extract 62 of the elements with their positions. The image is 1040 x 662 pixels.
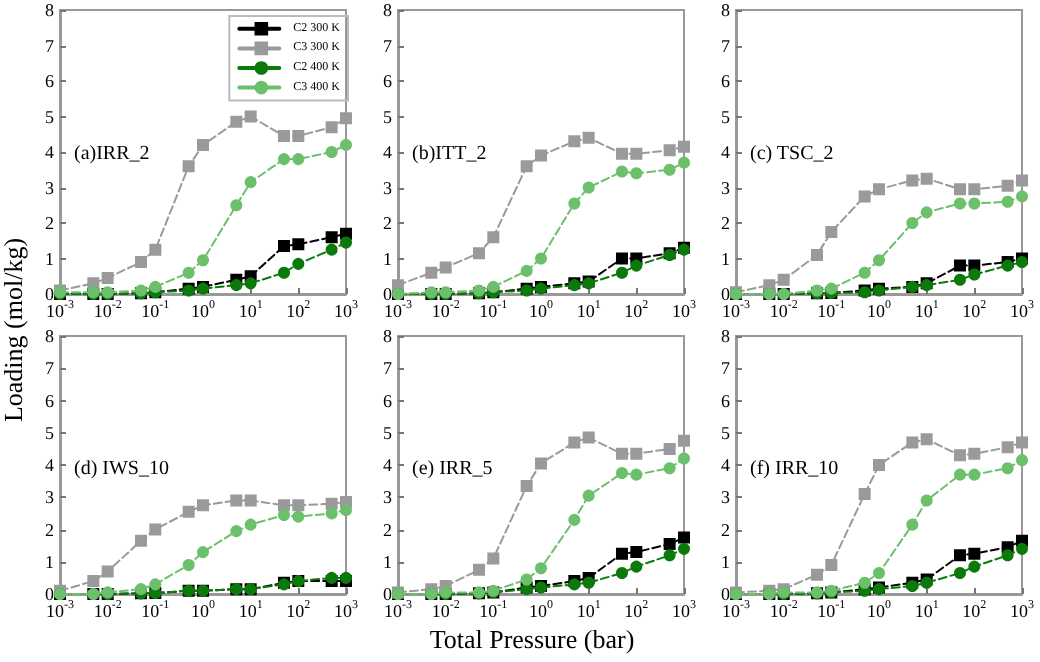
y-tick-label: 5 <box>383 106 393 127</box>
y-tick-label: 4 <box>383 142 393 162</box>
y-tick-label: 4 <box>721 455 731 475</box>
y-tick-label: 7 <box>721 35 731 56</box>
y-tick-label: 3 <box>45 177 55 198</box>
y-tick-label: 7 <box>45 35 55 56</box>
text: (d) IWS_10 <box>74 458 169 480</box>
y-tick-label: 5 <box>721 422 731 443</box>
y-tick-label: 6 <box>383 71 393 91</box>
y-tick-label: 4 <box>45 455 55 475</box>
y-tick-label: 4 <box>383 455 393 475</box>
y-tick-label: 0 <box>45 584 55 604</box>
y-tick-label: 3 <box>721 487 731 508</box>
y-tick-label: 1 <box>45 248 54 269</box>
y-tick-label: 7 <box>383 358 393 379</box>
y-tick-label: 4 <box>45 142 55 162</box>
x-axis-title: Total Pressure (bar) <box>429 624 635 656</box>
text: (f) IRR_10 <box>750 458 839 480</box>
y-tick-label: 0 <box>721 584 731 604</box>
y-tick-label: 0 <box>45 284 55 304</box>
y-tick-label: 8 <box>45 326 55 346</box>
y-tick-label: 2 <box>45 213 54 233</box>
y-tick-label: 3 <box>383 487 393 508</box>
text: (e) IRR_5 <box>412 458 493 480</box>
y-tick-label: 8 <box>721 326 731 346</box>
y-tick-label: 1 <box>383 248 392 269</box>
y-tick-label: 1 <box>383 551 392 572</box>
y-tick-label: 8 <box>45 0 55 20</box>
y-tick-label: 2 <box>721 213 730 233</box>
y-tick-label: 1 <box>721 248 730 269</box>
y-tick-label: 3 <box>721 177 731 198</box>
y-tick-label: 5 <box>45 106 55 127</box>
y-axis-title: Loading (mol/kg) <box>0 237 30 423</box>
y-tick-label: 6 <box>721 390 731 411</box>
y-tick-label: 2 <box>45 519 54 540</box>
y-tick-label: 5 <box>383 422 393 443</box>
y-tick-label: 1 <box>45 551 54 572</box>
y-tick-label: 6 <box>721 71 731 91</box>
y-tick-label: 8 <box>383 0 393 20</box>
text: (b)ITT_2 <box>412 142 487 165</box>
y-tick-label: 2 <box>383 519 392 540</box>
y-tick-label: 7 <box>721 358 731 379</box>
text: (c) TSC_2 <box>750 142 834 165</box>
y-tick-label: 8 <box>721 0 731 20</box>
y-tick-label: 6 <box>45 71 55 91</box>
y-tick-label: 1 <box>721 551 730 572</box>
y-tick-label: 5 <box>721 106 731 127</box>
y-tick-label: 8 <box>383 326 393 346</box>
y-tick-label: 3 <box>45 487 55 508</box>
y-tick-label: 0 <box>383 284 393 304</box>
y-tick-label: 2 <box>721 519 730 540</box>
y-tick-label: 3 <box>383 177 393 198</box>
y-tick-label: 7 <box>45 358 55 379</box>
y-tick-label: 2 <box>383 213 392 233</box>
y-tick-label: 4 <box>721 142 731 162</box>
y-tick-label: 0 <box>721 284 731 304</box>
y-tick-label: 6 <box>45 390 55 411</box>
y-tick-label: 0 <box>383 584 393 604</box>
y-tick-label: 5 <box>45 422 55 443</box>
y-tick-label: 6 <box>383 390 393 411</box>
text: (a)IRR_2 <box>74 142 150 165</box>
y-tick-label: 7 <box>383 35 393 56</box>
